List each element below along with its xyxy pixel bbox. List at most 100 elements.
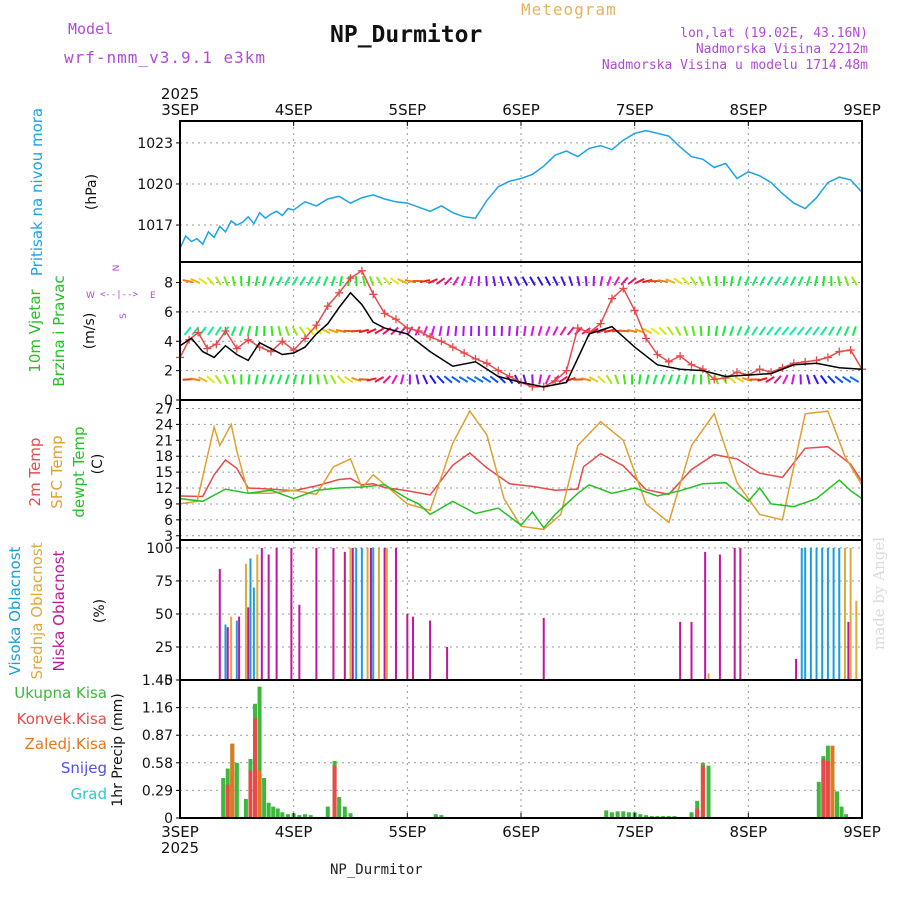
series-brzina-marker [551,376,560,385]
wind-direction-arrow [529,276,536,286]
series-visoka-oblacnost-bar [838,547,841,680]
series-konvek-kisa-bar [248,770,253,818]
series-brzina-marker [203,344,212,353]
wind-direction-arrow [382,276,391,286]
wind-direction-arrow [254,325,259,337]
series-brzina-marker [494,366,503,375]
series-ukupna-kisa-bar [271,806,276,818]
wind-direction-arrow [782,374,789,385]
wind-direction-arrow [477,276,481,287]
series-niska-oblacnost-bar [679,621,682,680]
wind-direction-arrow [300,374,305,385]
wind-direction-arrow [481,375,492,384]
wind-direction-arrow [469,275,474,287]
wind-direction-arrow [391,374,398,385]
wind-direction-arrow [806,374,811,385]
series-niska-oblacnost-bar [226,627,229,680]
wind-direction-arrow [269,276,275,287]
wind-direction-arrow [351,329,362,333]
series-niska-oblacnost-bar [847,621,850,680]
pressure-unit: (hPa) [84,174,100,210]
wind-direction-arrow [366,328,377,334]
wind-direction-arrow [458,375,469,383]
wind-direction-arrow [652,374,658,385]
wind-direction-arrow [223,276,229,287]
wind-direction-arrow [613,276,621,286]
series-ukupna-kisa-bar [262,778,267,818]
station-title: NP_Durmitor [330,22,483,48]
wind-direction-arrow [634,278,645,285]
wind-direction-arrow [781,326,790,336]
wind-direction-arrow [230,326,237,336]
wind-direction-arrow [191,326,200,336]
wind-direction-arrow [736,326,743,336]
series-konvek-kisa-bar [332,765,337,818]
wind-unit: (m/s) [82,313,98,350]
series-ukupna-kisa-bar [303,814,308,818]
model-label: Model [68,20,114,38]
wind-direction-arrow [544,374,551,385]
panel-precip [221,686,849,818]
wind-direction-arrow [765,375,775,383]
precip-unit: 1hr Precip (mm) [110,693,126,806]
wind-direction-arrow [782,276,789,286]
series-brzina-marker [642,334,651,343]
panel-labels: Pritisak na nivou mora (hPa) 10m Vjetar Brz… [6,108,156,807]
series-brzina-marker [710,375,719,384]
wind-direction-arrow [796,326,805,336]
series-brzina-marker [369,290,378,299]
series-ukupna-kisa-bar [689,812,694,818]
wind-direction-arrow [789,276,797,287]
temperature-ytick-label: 15 [155,465,173,481]
series-brzina-marker [323,302,332,311]
top-tick-label-3sep: 3SEP [161,101,199,119]
wind-direction-arrow [751,326,759,336]
bottom-tick-label-5sep: 5SEP [389,823,427,841]
series-ukupna-kisa-bar [257,686,262,818]
series-pritisak-na-nivou-mora-line [179,129,863,249]
precip-ytick-label: 1.16 [142,701,173,717]
wind-direction-arrow [757,377,768,382]
series-brzina-marker [312,321,321,330]
wind-direction-arrow [660,374,666,385]
wind-direction-arrow [182,279,193,284]
series-niska-oblacnost-bar [690,621,693,680]
series-niska-oblacnost-bar [332,547,335,680]
wind-direction-arrow [627,328,638,334]
series-ukupna-kisa-bar [638,814,643,818]
series-ukupna-kisa-bar [844,814,849,818]
model-altitude-info: Nadmorska Visina u modelu 1714.48m [601,58,868,73]
wind-legend-north: N [112,265,122,272]
series-visoka-oblacnost-bar [821,547,824,680]
wind-direction-arrow [277,325,282,337]
temp-unit: (C) [90,454,106,475]
wind-direction-arrow [744,276,750,287]
wind-direction-arrow [531,374,534,385]
wind-direction-arrow [604,328,615,334]
wind-direction-arrow [552,326,559,336]
series-niska-oblacnost-bar [275,547,278,680]
wind-direction-arrow [190,278,201,285]
wind-direction-arrow [627,277,637,285]
wind-direction-arrow [427,278,438,284]
wind-direction-arrow [206,276,215,286]
wind-direction-arrow [521,276,529,286]
precip-ytick-label: 0.58 [142,756,173,772]
panel-wind [176,266,866,391]
series-ukupna-kisa-bar [243,798,248,818]
temperature-ytick-label: 3 [164,529,173,545]
wind-direction-arrow [454,325,458,337]
series-niska-oblacnost-bar [260,547,263,680]
wind-direction-arrow [596,328,607,334]
series-brzina-marker [846,346,855,355]
series-ukupna-kisa-bar [609,812,614,818]
series-brzina-marker [755,365,764,374]
wind-direction-arrow [485,276,488,287]
wind-legend-south: S [119,313,129,319]
temperature-ytick-label: 27 [155,401,173,417]
wind-direction-arrow [560,276,567,287]
wind-direction-arrow [751,276,758,287]
wind-ytick-label: 6 [164,305,173,321]
bottom-year-label: 2025 [161,839,199,857]
series-konvek-kisa-bar [225,784,230,818]
